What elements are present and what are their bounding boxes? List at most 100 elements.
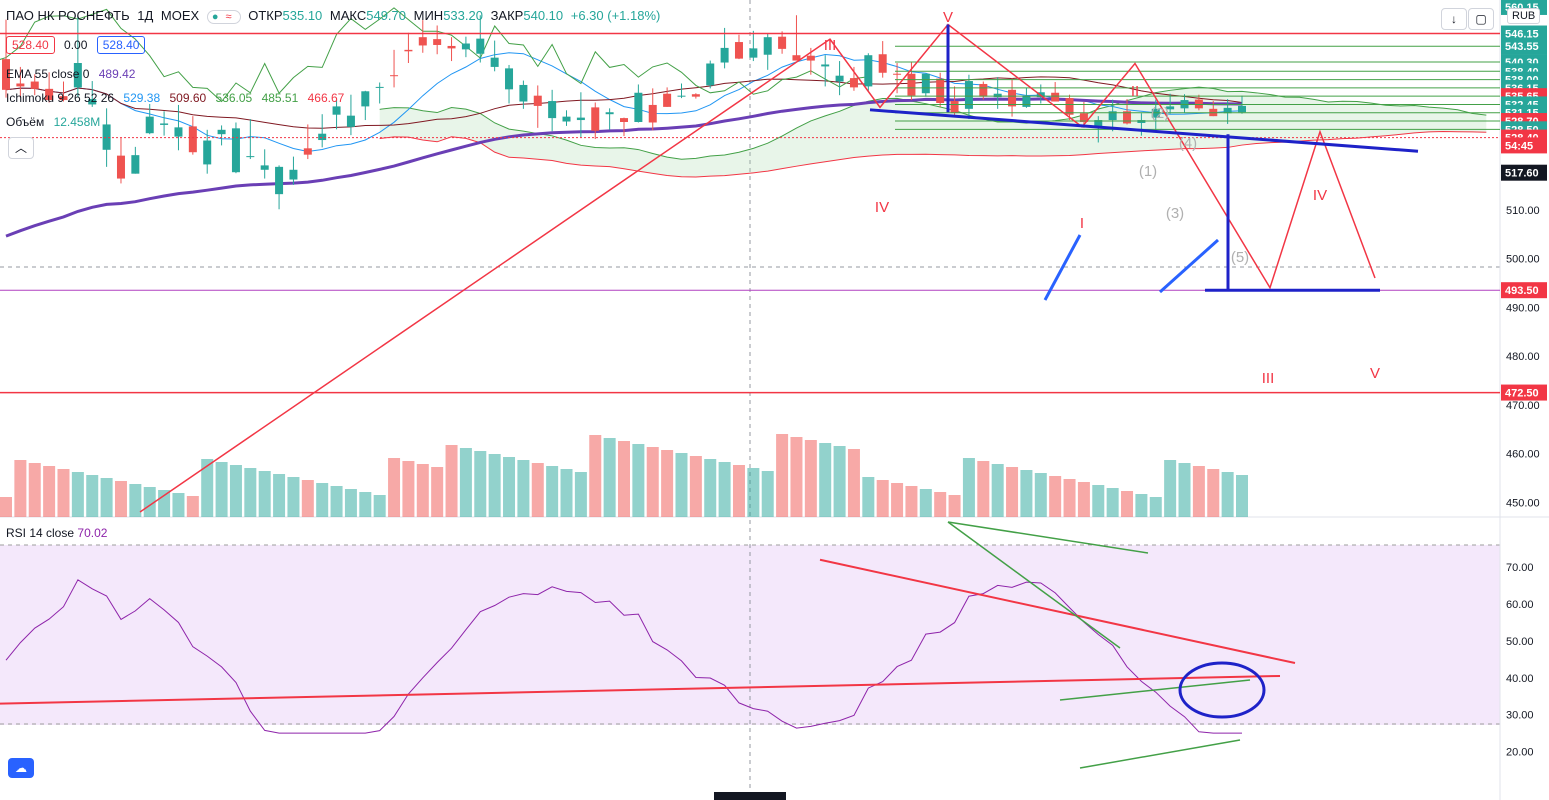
price-label: 472.50 — [1505, 388, 1539, 400]
volume-bar — [747, 468, 760, 517]
download-button[interactable]: ↓ — [1441, 8, 1467, 30]
volume-bar — [632, 444, 645, 517]
candle — [964, 81, 973, 109]
candle — [160, 123, 169, 125]
price-label-bg — [1501, 384, 1547, 401]
collapse-legend-button[interactable]: ︿ — [8, 137, 34, 159]
volume-bar — [1121, 491, 1134, 517]
volume-bar — [172, 493, 185, 517]
volume-bar — [1006, 467, 1019, 517]
volume-legend[interactable]: Объём 12.458M — [6, 115, 106, 129]
volume-bar — [732, 465, 745, 517]
volume-bar — [977, 461, 990, 517]
square-icon: ▢ — [1475, 12, 1487, 26]
fullscreen-button[interactable]: ▢ — [1468, 8, 1494, 30]
volume-bar — [316, 483, 329, 517]
volume-bar — [991, 464, 1004, 517]
symbol-header[interactable]: ПАО НК РОСНЕФТЬ 1Д MOEX ● ≈ ОТКР535.10 М… — [6, 8, 664, 24]
candle — [878, 54, 887, 73]
candle — [720, 47, 729, 63]
bid-price[interactable]: 528.40 — [6, 36, 55, 54]
price-label: 517.60 — [1505, 168, 1539, 180]
candle — [1094, 120, 1103, 127]
rsi-divergence-line — [947, 521, 1149, 554]
volume-bar — [143, 487, 156, 517]
arrow-down-icon: ↓ — [1451, 12, 1457, 26]
candle — [1223, 107, 1232, 114]
candle — [404, 49, 413, 52]
candle — [1166, 106, 1175, 110]
ohlc-low-label: МИН — [413, 8, 444, 23]
volume-bar — [57, 469, 70, 517]
ichimoku-legend[interactable]: Ichimoku 9 26 52 26 529.38 509.60 536.05… — [6, 91, 350, 105]
volume-bar — [100, 478, 113, 517]
volume-bar — [431, 467, 444, 517]
candle — [821, 64, 830, 67]
volume-bar — [114, 481, 127, 517]
volume-bar — [876, 480, 889, 517]
rsi-tick-label: 60.00 — [1506, 599, 1534, 611]
candle — [418, 37, 427, 46]
ema-legend[interactable]: EMA 55 close 0 489.42 — [6, 67, 141, 81]
volume-bar — [359, 492, 372, 517]
volume-bar — [344, 489, 357, 517]
volume-bar — [71, 472, 84, 517]
volume-bar — [1106, 488, 1119, 517]
candle — [663, 93, 672, 107]
wave-label: (5) — [1231, 249, 1249, 266]
candle — [907, 73, 916, 96]
arrow-mark — [1043, 234, 1082, 301]
rsi-legend[interactable]: RSI 14 close 70.02 — [6, 526, 107, 540]
candle — [332, 106, 341, 115]
volume-bar — [905, 486, 918, 517]
currency-badge[interactable]: RUB — [1507, 8, 1541, 24]
volume-bar — [1236, 475, 1248, 517]
candle — [303, 148, 312, 155]
candle — [864, 55, 873, 87]
rsi-tick-label: 70.00 — [1506, 562, 1534, 574]
volume-bar — [546, 466, 559, 517]
candle — [749, 48, 758, 58]
candle — [390, 75, 399, 77]
rsi-trend-line — [0, 674, 1281, 705]
ohlc-close-label: ЗАКР — [490, 8, 524, 23]
wave-label: (2) — [1151, 105, 1169, 122]
ichimoku-label: Ichimoku 9 26 52 26 — [6, 91, 115, 105]
price-tick-label: 510.00 — [1506, 205, 1540, 217]
crosshair-time-label — [714, 792, 786, 800]
volume-bar — [287, 477, 300, 517]
candle — [620, 118, 628, 122]
symbol-name[interactable]: ПАО НК РОСНЕФТЬ — [6, 8, 130, 23]
candle — [706, 63, 715, 86]
wave-label: III — [824, 37, 837, 54]
wave-label: IV — [1313, 187, 1327, 204]
rsi-value: 70.02 — [77, 526, 108, 540]
chevron-up-icon: ︿ — [14, 141, 27, 155]
price-label: 493.50 — [1505, 285, 1539, 297]
wave-label: I — [1080, 215, 1084, 232]
candle — [979, 83, 988, 97]
volume-bar — [158, 490, 171, 517]
volume-bar — [675, 453, 688, 517]
candle — [73, 63, 82, 88]
candle — [433, 39, 442, 45]
candle — [476, 38, 485, 54]
candle — [30, 81, 39, 89]
chikou-line — [0, 7, 869, 103]
volume-bar — [776, 434, 789, 517]
candle — [648, 104, 657, 123]
trend-line-blue — [869, 108, 1419, 153]
candle — [217, 129, 226, 135]
wave-label: (1) — [1139, 163, 1157, 180]
volume-bar — [761, 471, 774, 517]
interval[interactable]: 1Д — [137, 8, 154, 23]
ask-price[interactable]: 528.40 — [96, 36, 146, 54]
price-label: 54:45 — [1505, 140, 1533, 152]
volume-bar — [301, 480, 314, 517]
rsi-highlight-circle — [1178, 661, 1266, 719]
wave-label: (4) — [1179, 135, 1197, 152]
volume-bar — [847, 449, 860, 517]
price-label-bg — [1501, 25, 1547, 42]
tradingview-logo-icon[interactable]: ☁ — [8, 758, 34, 778]
